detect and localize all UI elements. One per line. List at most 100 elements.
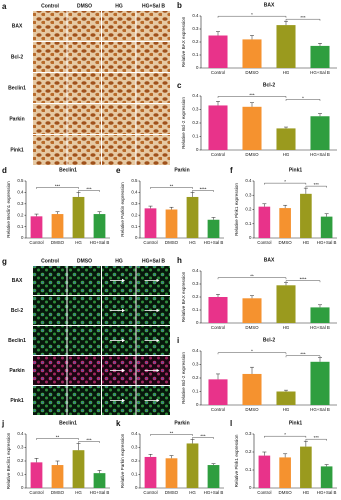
y-tick-label: 0.1 — [245, 467, 252, 472]
y-tick-label: 0.3 — [131, 445, 138, 450]
bar — [300, 193, 312, 238]
significance-bracket — [36, 187, 79, 189]
y-tick-label: 0.4 — [131, 190, 138, 195]
significance-label: *** — [314, 182, 319, 187]
y-tick-label: 0.2 — [131, 458, 138, 463]
x-tick-label: Control — [143, 240, 157, 245]
column-label: Control — [41, 258, 59, 264]
column-label: HG — [115, 3, 123, 9]
micrograph — [67, 326, 101, 355]
panel-letter: e — [116, 166, 121, 175]
bar — [144, 208, 157, 238]
significance-bracket — [150, 187, 193, 189]
x-tick-label: Control — [211, 325, 225, 330]
panel-letter: c — [177, 81, 182, 90]
y-tick-label: 0.4 — [192, 268, 199, 273]
y-tick-label: 0 — [135, 485, 138, 490]
arrow-head — [156, 398, 160, 403]
micrograph — [136, 11, 170, 41]
bar — [51, 214, 64, 238]
row-label: BAX — [12, 23, 23, 29]
bar — [279, 457, 291, 488]
y-tick-label: 0.3 — [192, 362, 199, 367]
bar — [30, 462, 43, 488]
chart-title: Pink1 — [289, 167, 303, 173]
x-tick-label: HG+Sal B — [204, 490, 224, 495]
y-tick-label: 0 — [249, 485, 252, 490]
y-axis-label: Relative BAX expression — [181, 16, 186, 67]
bar — [93, 473, 106, 488]
bar — [242, 39, 262, 68]
x-tick-label: HG — [283, 70, 290, 75]
micrograph — [33, 42, 67, 72]
significance-label: **** — [200, 186, 207, 191]
arrow-head — [122, 278, 125, 283]
significance-bracket — [285, 19, 321, 21]
significance-bracket — [264, 436, 307, 438]
y-tick-label: 0.4 — [17, 431, 24, 436]
x-tick-label: Control — [257, 490, 271, 495]
significance-label: ** — [170, 183, 174, 188]
x-tick-label: HG — [283, 152, 290, 157]
y-tick-label: 0.3 — [192, 26, 199, 31]
bar — [242, 373, 262, 405]
y-tick-label: 0.4 — [192, 93, 199, 98]
y-tick-label: 0.2 — [17, 458, 24, 463]
bar — [30, 216, 43, 238]
y-axis-label: Relative Bcl-2 expression — [181, 352, 186, 404]
y-tick-label: 0.2 — [192, 39, 199, 44]
significance-label: * — [251, 349, 253, 354]
bar — [93, 214, 106, 238]
x-tick-label: DMSO — [51, 490, 65, 495]
significance-label: *** — [300, 352, 305, 357]
micrograph — [33, 135, 67, 165]
y-tick-label: 0.2 — [192, 120, 199, 125]
significance-bracket — [78, 441, 100, 443]
y-tick-label: 0.3 — [192, 281, 199, 286]
significance-label: *** — [86, 437, 91, 442]
column-label: HG+Sal B — [142, 258, 165, 264]
micrograph — [67, 11, 101, 41]
micrograph — [136, 42, 170, 72]
bar — [208, 297, 228, 323]
y-tick-label: 0.3 — [131, 201, 138, 206]
y-axis-label: Relative Beclin1 expression — [6, 432, 11, 489]
panel-letter: a — [2, 2, 7, 11]
micrograph — [136, 73, 170, 103]
x-tick-label: Control — [29, 240, 43, 245]
micrograph — [102, 73, 136, 103]
significance-label: ** — [250, 274, 254, 279]
y-tick-label: 0.2 — [192, 294, 199, 299]
micrograph — [102, 11, 136, 41]
y-tick-label: 0.1 — [192, 52, 199, 57]
x-tick-label: HG+Sal B — [317, 490, 337, 495]
panel-letter: k — [116, 419, 121, 428]
x-tick-label: HG — [75, 240, 82, 245]
micrograph — [67, 104, 101, 134]
y-tick-label: 0.1 — [192, 307, 199, 312]
micrograph — [33, 266, 67, 295]
y-tick-label: 0 — [196, 320, 199, 325]
chart-title: Bcl-2 — [263, 82, 275, 88]
chart-title: BAX — [264, 257, 275, 263]
y-tick-label: 0.1 — [17, 224, 24, 229]
significance-bracket — [285, 355, 321, 358]
bar — [279, 208, 291, 238]
bar — [276, 391, 296, 405]
significance-label: *** — [300, 15, 305, 20]
y-tick-label: 0.2 — [131, 212, 138, 217]
y-tick-label: 0 — [249, 235, 252, 240]
panel-letter: h — [177, 256, 182, 265]
significance-bracket — [78, 190, 100, 192]
y-tick-label: 0.1 — [192, 389, 199, 394]
y-tick-label: 0 — [196, 147, 199, 152]
y-tick-label: 0.4 — [192, 348, 199, 353]
y-tick-label: 0 — [196, 65, 199, 70]
micrograph — [33, 386, 67, 415]
y-tick-label: 0.1 — [17, 472, 24, 477]
y-tick-label: 0.3 — [245, 192, 252, 197]
significance-label: ** — [56, 434, 60, 439]
significance-bracket — [285, 280, 321, 283]
bar — [276, 25, 296, 69]
